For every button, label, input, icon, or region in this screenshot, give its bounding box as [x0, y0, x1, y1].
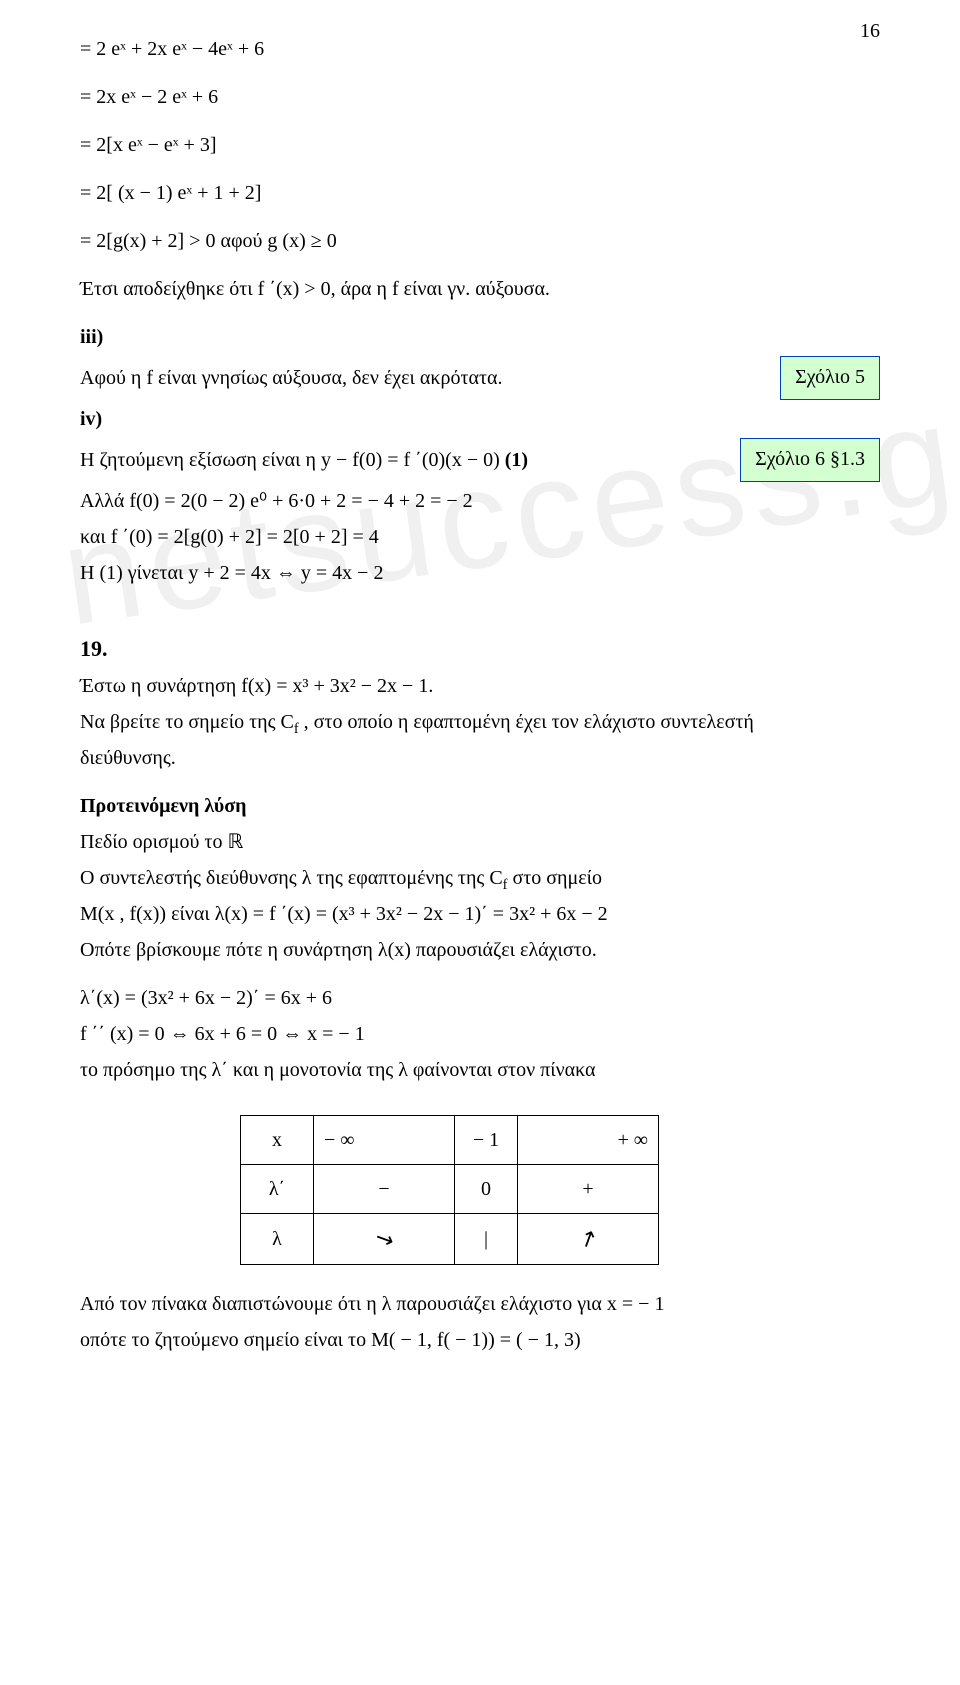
arrow-up-icon: ↗	[572, 1218, 605, 1260]
equation-line-3: = 2[x eˣ − eˣ + 3]	[80, 128, 880, 162]
equation-line-2: = 2x eˣ − 2 eˣ + 6	[80, 80, 880, 114]
sign-table-wrap: x − ∞ − 1 + ∞ λ΄ − 0 + λ ↘ | ↗	[240, 1115, 880, 1264]
cell-pos: +	[518, 1165, 659, 1214]
cell-pinf: + ∞	[518, 1116, 659, 1165]
table-row: λ΄ − 0 +	[241, 1165, 659, 1214]
part-iv-label: iv)	[80, 402, 880, 436]
sol-line3: M(x , f(x)) είναι λ(x) = f ΄(x) = (x³ + …	[80, 897, 880, 931]
page-content: = 2 eˣ + 2x eˣ − 4eˣ + 6 = 2x eˣ − 2 eˣ …	[80, 32, 880, 1357]
solution-heading: Προτεινόμενη λύση	[80, 789, 880, 823]
sign-table: x − ∞ − 1 + ∞ λ΄ − 0 + λ ↘ | ↗	[240, 1115, 659, 1264]
part-iv-line3: και f ΄(0) = 2[g(0) + 2] = 2[0 + 2] = 4	[80, 520, 880, 554]
cell-m1: − 1	[455, 1116, 518, 1165]
part-iv-line1: Η ζητούμενη εξίσωση είναι η y − f(0) = f…	[80, 443, 528, 477]
final-line2: οπότε το ζητούμενο σημείο είναι το M( − …	[80, 1323, 880, 1357]
part-iv-row-1: Η ζητούμενη εξίσωση είναι η y − f(0) = f…	[80, 438, 880, 482]
cell-l: λ	[241, 1214, 314, 1264]
cell-zero: 0	[455, 1165, 518, 1214]
sol-line2b: στο σημείο	[507, 867, 602, 889]
sol-line7: το πρόσημο της λ΄ και η μονοτονία της λ …	[80, 1053, 880, 1087]
table-row: λ ↘ | ↗	[241, 1214, 659, 1264]
sol-line1-a: Πεδίο ορισμού το	[80, 831, 227, 853]
prob19-line2: Να βρείτε το σημείο της Cf , στο οποίο η…	[80, 705, 880, 739]
prob19-line3: διεύθυνσης.	[80, 741, 880, 775]
cell-x: x	[241, 1116, 314, 1165]
cell-lprime: λ΄	[241, 1165, 314, 1214]
prob19-line2a: Να βρείτε το σημείο της C	[80, 711, 294, 733]
equation-line-5: = 2[g(x) + 2] > 0 αφού g (x) ≥ 0	[80, 224, 880, 258]
equation-line-4: = 2[ (x − 1) eˣ + 1 + 2]	[80, 176, 880, 210]
cell-inc: ↗	[518, 1214, 659, 1264]
part-iii-label: iii)	[80, 320, 880, 354]
prob19-line1: Έστω η συνάρτηση f(x) = x³ + 3x² − 2x − …	[80, 669, 880, 703]
part-iii-row: Αφού η f είναι γνησίως αύξουσα, δεν έχει…	[80, 356, 880, 400]
page: netsuccess.gr 16 = 2 eˣ + 2x eˣ − 4eˣ + …	[0, 0, 960, 1685]
sol-line2a: Ο συντελεστής διεύθυνσης λ της εφαπτομέν…	[80, 867, 503, 889]
comment-box-6: Σχόλιο 6 §1.3	[740, 438, 880, 482]
cell-bar: |	[455, 1214, 518, 1264]
equation-line-1: = 2 eˣ + 2x eˣ − 4eˣ + 6	[80, 32, 880, 66]
comment-box-5: Σχόλιο 5	[780, 356, 880, 400]
prob19-line2b: , στο οποίο η εφαπτομένη έχει τον ελάχισ…	[299, 711, 754, 733]
problem-number: 19.	[80, 630, 880, 667]
part-iv-eq-tag: (1)	[505, 449, 528, 471]
real-symbol: ℝ	[227, 831, 243, 853]
sol-line4: Οπότε βρίσκουμε πότε η συνάρτηση λ(x) πα…	[80, 933, 880, 967]
conclusion-text: Έτσι αποδείχθηκε ότι f ΄(x) > 0, άρα η f…	[80, 272, 880, 306]
cell-minf: − ∞	[314, 1116, 455, 1165]
cell-neg: −	[314, 1165, 455, 1214]
table-row: x − ∞ − 1 + ∞	[241, 1116, 659, 1165]
sol-line1: Πεδίο ορισμού το ℝ	[80, 825, 880, 859]
sol-line6: f ΄΄ (x) = 0 ⇔ 6x + 6 = 0 ⇔ x = − 1	[80, 1017, 880, 1051]
sol-line5: λ΄(x) = (3x² + 6x − 2)΄ = 6x + 6	[80, 981, 880, 1015]
sol-line2: Ο συντελεστής διεύθυνσης λ της εφαπτομέν…	[80, 861, 880, 895]
part-iv-line4: Η (1) γίνεται y + 2 = 4x ⇔ y = 4x − 2	[80, 556, 880, 590]
part-iv-line2: Αλλά f(0) = 2(0 − 2) e⁰ + 6·0 + 2 = − 4 …	[80, 484, 880, 518]
final-line1: Από τον πίνακα διαπιστώνουμε ότι η λ παρ…	[80, 1287, 880, 1321]
arrow-down-icon: ↘	[368, 1218, 401, 1260]
part-iii-text: Αφού η f είναι γνησίως αύξουσα, δεν έχει…	[80, 361, 502, 395]
cell-dec: ↘	[314, 1214, 455, 1264]
part-iv-line1-text: Η ζητούμενη εξίσωση είναι η y − f(0) = f…	[80, 449, 505, 471]
